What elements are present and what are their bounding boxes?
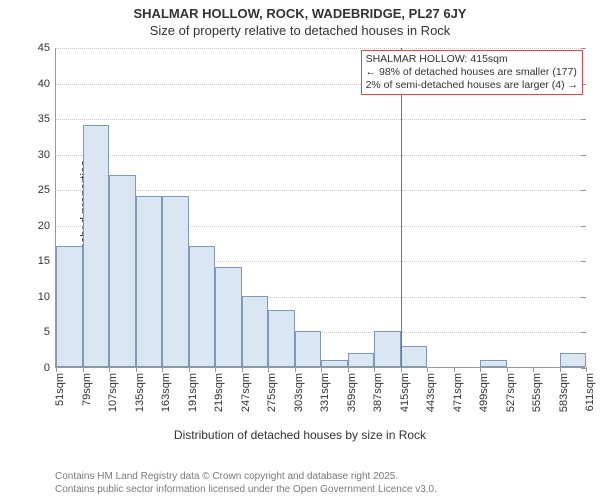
x-tick-label: 247sqm [240,373,252,412]
x-tick-label: 275sqm [266,373,278,412]
x-tick-mark [136,367,137,372]
x-tick-mark [374,367,375,372]
y-tick-label: 15 [38,255,56,267]
histogram-bar [56,246,83,367]
histogram-bar [268,310,295,367]
x-axis-label: Distribution of detached houses by size … [0,428,600,442]
reference-line [401,48,402,367]
footer-line-1: Contains HM Land Registry data © Crown c… [55,471,437,484]
x-tick-label: 555sqm [531,373,543,412]
x-tick-mark [109,367,110,372]
y-tick-label: 45 [38,42,56,54]
x-tick-label: 191sqm [187,373,199,412]
gridline [56,48,585,49]
annotation-line: ← 98% of detached houses are smaller (17… [366,66,578,79]
x-tick-mark [401,367,402,372]
x-tick-label: 443sqm [425,373,437,412]
x-tick-label: 583sqm [558,373,570,412]
x-tick-mark [348,367,349,372]
histogram-bar [480,360,507,367]
histogram-bar [401,346,428,367]
x-tick-mark [507,367,508,372]
footer-line-2: Contains public sector information licen… [55,484,437,497]
x-tick-label: 611sqm [584,373,596,411]
x-tick-mark [162,367,163,372]
y-tick-label: 5 [44,326,56,338]
x-tick-label: 219sqm [213,373,225,412]
x-tick-label: 163sqm [160,373,172,412]
x-tick-label: 387sqm [372,373,384,412]
x-tick-label: 499sqm [478,373,490,412]
x-tick-label: 51sqm [54,373,66,406]
x-tick-label: 359sqm [346,373,358,412]
y-tick-label: 30 [38,149,56,161]
x-tick-mark [268,367,269,372]
x-tick-mark [242,367,243,372]
y-tick-mark [581,332,586,333]
y-tick-mark [581,297,586,298]
x-tick-label: 107sqm [107,373,119,412]
x-tick-mark [295,367,296,372]
histogram-bar [189,246,216,367]
x-tick-mark [560,367,561,372]
y-tick-mark [581,48,586,49]
title-sub: Size of property relative to detached ho… [0,23,600,38]
chart-area: Number of detached properties 0510152025… [0,38,600,448]
x-tick-mark [427,367,428,372]
x-tick-label: 471sqm [452,373,464,412]
x-tick-mark [480,367,481,372]
chart-titles: SHALMAR HOLLOW, ROCK, WADEBRIDGE, PL27 6… [0,0,600,38]
histogram-bar [374,331,401,367]
x-tick-label: 135sqm [134,373,146,412]
y-tick-mark [581,155,586,156]
y-tick-mark [581,190,586,191]
plot-inner: 05101520253035404551sqm79sqm107sqm135sqm… [55,48,585,368]
x-tick-mark [189,367,190,372]
histogram-bar [560,353,587,367]
y-tick-label: 35 [38,113,56,125]
annotation-line: SHALMAR HOLLOW: 415sqm [366,53,578,66]
plot: 05101520253035404551sqm79sqm107sqm135sqm… [55,48,585,368]
y-tick-label: 10 [38,291,56,303]
histogram-bar [162,196,189,367]
y-tick-label: 40 [38,78,56,90]
x-tick-label: 415sqm [399,373,411,412]
annotation-box: SHALMAR HOLLOW: 415sqm← 98% of detached … [361,50,583,95]
title-main: SHALMAR HOLLOW, ROCK, WADEBRIDGE, PL27 6… [0,6,600,21]
histogram-bar [83,125,110,367]
histogram-bar [321,360,348,367]
histogram-bar [109,175,136,367]
histogram-bar [242,296,269,367]
x-tick-mark [586,367,587,372]
histogram-bar [215,267,242,367]
histogram-bar [295,331,322,367]
annotation-line: 2% of semi-detached houses are larger (4… [366,79,578,92]
histogram-bar [348,353,375,367]
attribution-footer: Contains HM Land Registry data © Crown c… [55,471,437,496]
x-tick-label: 79sqm [81,373,93,406]
y-tick-label: 25 [38,184,56,196]
histogram-bar [136,196,163,367]
x-tick-mark [533,367,534,372]
x-tick-mark [454,367,455,372]
gridline [56,155,585,156]
x-tick-label: 331sqm [319,373,331,412]
gridline [56,119,585,120]
x-tick-mark [56,367,57,372]
y-tick-label: 20 [38,220,56,232]
x-tick-mark [215,367,216,372]
x-tick-mark [83,367,84,372]
x-tick-label: 303sqm [293,373,305,412]
y-tick-mark [581,226,586,227]
x-tick-label: 527sqm [505,373,517,412]
y-tick-mark [581,261,586,262]
x-tick-mark [321,367,322,372]
y-tick-mark [581,119,586,120]
